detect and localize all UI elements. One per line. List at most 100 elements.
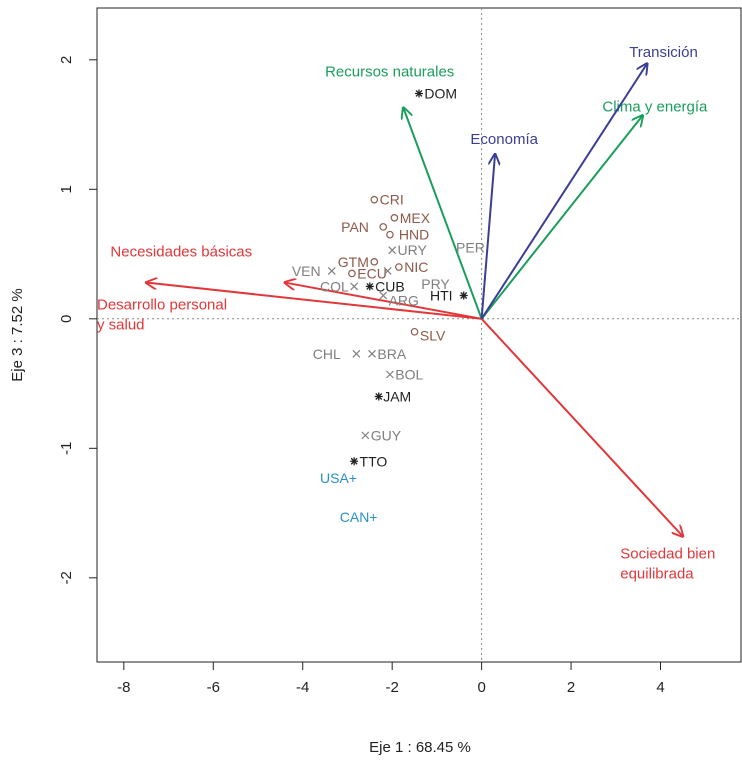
point-label: VEN bbox=[292, 263, 321, 279]
point-label: URY bbox=[398, 242, 428, 258]
arrow-necesidades-basicas bbox=[285, 283, 482, 320]
variable-arrows: Necesidades básicas Desarrollo personal y … bbox=[97, 44, 715, 582]
point-label: CRI bbox=[380, 192, 404, 208]
point-ven: VEN bbox=[292, 263, 336, 279]
point-label: COL bbox=[320, 278, 349, 294]
point-jam: JAM bbox=[374, 389, 411, 405]
arrow-label-sociedad-bien: Sociedad bien equilibrada bbox=[620, 545, 715, 582]
cross-marker bbox=[361, 431, 370, 440]
y-tick-label: -2 bbox=[58, 571, 75, 584]
arrow-label-transicion: Transición bbox=[629, 44, 698, 61]
point-label: GUY bbox=[371, 427, 402, 443]
y-axis: -2 -1 0 1 2 bbox=[58, 56, 97, 584]
y-tick-label: 2 bbox=[58, 56, 75, 64]
point-per: PER bbox=[456, 240, 485, 256]
point-arg: ARG bbox=[379, 291, 419, 309]
arrow-sociedad-bien bbox=[480, 318, 683, 537]
x-axis: -8 -6 -4 -2 0 2 4 bbox=[117, 662, 665, 696]
circle-marker bbox=[410, 327, 419, 336]
point-ecu: ECU bbox=[348, 265, 387, 281]
point-can: CAN+ bbox=[340, 509, 378, 525]
point-label: CUB bbox=[375, 278, 405, 294]
x-tick-label: -2 bbox=[385, 679, 398, 696]
point-bra: BRA bbox=[368, 346, 407, 362]
point-nic: NIC bbox=[395, 259, 428, 275]
cross-marker bbox=[388, 246, 397, 255]
x-tick-label: 2 bbox=[567, 679, 575, 696]
point-chl: CHL bbox=[313, 346, 361, 362]
cross-marker bbox=[383, 266, 392, 275]
plot-frame bbox=[96, 7, 742, 663]
point-bol: BOL bbox=[386, 366, 424, 382]
cross-marker bbox=[368, 349, 376, 358]
point-label: JAM bbox=[383, 389, 411, 405]
star-marker bbox=[374, 392, 383, 401]
arrow-recursos-naturales bbox=[403, 108, 483, 320]
point-label: ECU bbox=[357, 265, 387, 281]
point-label: SLV bbox=[420, 328, 446, 344]
point-guy: GUY bbox=[361, 427, 402, 443]
circle-marker bbox=[390, 213, 399, 222]
point-cub: CUB bbox=[365, 278, 405, 294]
cross-marker bbox=[350, 282, 359, 291]
arrow-label-clima-y-energia: Clima y energía bbox=[602, 99, 708, 116]
x-tick-label: 0 bbox=[477, 679, 485, 696]
point-label: CHL bbox=[313, 346, 341, 362]
point-label: PER bbox=[456, 240, 485, 256]
y-axis-title: Eje 3 : 7.52 % bbox=[9, 288, 26, 381]
arrow-label-economia: Economía bbox=[470, 131, 538, 148]
point-usa: USA+ bbox=[320, 470, 357, 486]
point-label: BRA bbox=[377, 346, 406, 362]
point-hti: HTI bbox=[430, 288, 468, 304]
cross-marker bbox=[379, 291, 388, 300]
circle-marker bbox=[348, 269, 356, 278]
x-tick-label: -4 bbox=[296, 679, 309, 696]
point-dom: DOM bbox=[415, 85, 457, 101]
point-col: COL bbox=[320, 278, 359, 294]
point-pry: PRY bbox=[383, 266, 450, 292]
circle-marker bbox=[370, 258, 379, 266]
star-marker bbox=[459, 291, 468, 300]
point-label: GTM bbox=[338, 254, 369, 270]
cross-marker bbox=[386, 370, 394, 379]
arrow-clima-y-energia bbox=[480, 115, 643, 320]
circle-marker bbox=[379, 223, 388, 231]
star-marker bbox=[350, 457, 359, 466]
point-label: HTI bbox=[430, 288, 453, 304]
star-marker bbox=[365, 282, 374, 291]
y-tick-label: -1 bbox=[58, 442, 75, 455]
arrow-desarrollo-personal bbox=[146, 283, 482, 320]
point-label: BOL bbox=[395, 366, 423, 382]
y-tick-label: 1 bbox=[58, 185, 75, 193]
point-label: CAN+ bbox=[340, 509, 378, 525]
circle-marker bbox=[370, 195, 379, 204]
point-slv: SLV bbox=[410, 327, 446, 344]
star-marker bbox=[415, 89, 423, 98]
cross-marker bbox=[327, 266, 336, 275]
point-mex: MEX bbox=[390, 210, 431, 226]
point-label: DOM bbox=[424, 85, 457, 101]
arrow-economia bbox=[480, 154, 495, 319]
point-label: ARG bbox=[389, 293, 419, 309]
point-label: TTO bbox=[360, 453, 388, 469]
x-tick-label: -6 bbox=[207, 679, 220, 696]
y-tick-label: 0 bbox=[58, 315, 75, 323]
x-tick-label: 4 bbox=[656, 679, 664, 696]
point-label: PAN bbox=[341, 219, 369, 235]
point-pan: PAN bbox=[341, 219, 388, 235]
point-cri: CRI bbox=[370, 192, 404, 208]
circle-marker bbox=[386, 230, 394, 239]
x-tick-label: -8 bbox=[117, 679, 130, 696]
point-tto: TTO bbox=[350, 453, 387, 469]
point-ury: URY bbox=[388, 242, 428, 258]
point-label: NIC bbox=[404, 259, 428, 275]
x-axis-title: Eje 1 : 68.45 % bbox=[369, 739, 471, 756]
arrow-label-desarrollo-personal: Desarrollo personal y salud bbox=[97, 297, 227, 334]
point-label: PRY bbox=[421, 276, 450, 292]
arrow-label-recursos-naturales: Recursos naturales bbox=[325, 64, 454, 81]
reference-lines bbox=[97, 8, 741, 662]
point-label: HND bbox=[399, 227, 429, 243]
arrow-label-necesidades-basicas: Necesidades básicas bbox=[110, 244, 252, 261]
arrow-transicion bbox=[480, 64, 647, 320]
